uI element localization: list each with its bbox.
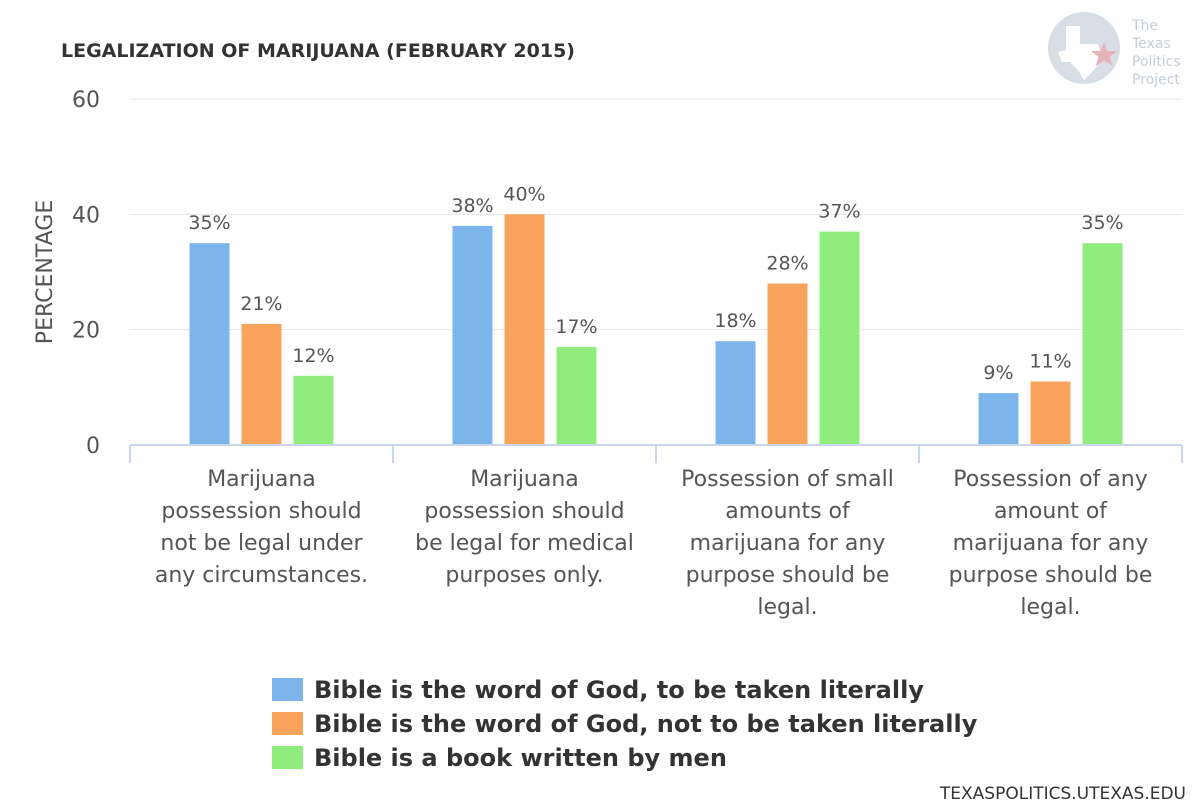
- data-label: 28%: [766, 253, 808, 275]
- legend-item-label: Bible is the word of God, not to be take…: [314, 710, 978, 738]
- y-axis-title: PERCENTAGE: [33, 200, 58, 344]
- texas-politics-project-logo: The Texas Politics Project: [1048, 12, 1181, 88]
- bars: 35% 21% 12% 38% 40% 17% 18% 28% 37% 9% 11% 35%: [188, 183, 1124, 445]
- star-icon: [1091, 42, 1117, 66]
- bar: [767, 283, 808, 445]
- legend-item-label: Bible is the word of God, to be taken li…: [314, 676, 924, 704]
- logo-line: Politics: [1132, 54, 1181, 70]
- logo-line: The: [1131, 18, 1158, 34]
- data-label: 12%: [292, 345, 334, 367]
- data-label: 21%: [240, 293, 282, 315]
- category-label: Possession of small amounts of marijuana f…: [681, 467, 894, 620]
- legend-item-label: Bible is a book written by men: [314, 744, 727, 772]
- bar: [293, 375, 334, 445]
- legend-swatch: [272, 712, 303, 735]
- bar: [241, 323, 282, 445]
- data-label: 38%: [451, 195, 493, 217]
- bar: [504, 214, 545, 445]
- bar: [556, 346, 597, 445]
- category-label: Marijuana possession should not be legal u…: [155, 467, 368, 588]
- data-label: 11%: [1029, 351, 1071, 373]
- logo-line: Project: [1132, 72, 1180, 88]
- y-tick-label: 40: [72, 203, 100, 228]
- bar: [452, 225, 493, 445]
- y-tick-label: 0: [86, 434, 100, 459]
- data-label: 37%: [818, 201, 860, 223]
- y-tick-label: 20: [72, 319, 100, 344]
- data-label: 35%: [1081, 212, 1123, 234]
- bar: [1030, 381, 1071, 445]
- category-label: Marijuana possession should be legal for m…: [415, 467, 634, 588]
- bar: [978, 393, 1019, 445]
- footer-source: TEXASPOLITICS.UTEXAS.EDU: [939, 784, 1186, 800]
- legend: Bible is the word of God, to be taken li…: [272, 676, 978, 772]
- y-axis-ticks: 0 20 40 60: [72, 88, 100, 459]
- bar: [1082, 243, 1123, 445]
- legend-swatch: [272, 746, 303, 769]
- data-label: 35%: [188, 212, 230, 234]
- legend-swatch: [272, 678, 303, 701]
- bar: [819, 231, 860, 445]
- bar: [715, 341, 756, 445]
- gridlines: [130, 98, 1182, 331]
- texas-shape-icon: [1058, 26, 1102, 80]
- category-labels: Marijuana possession should not be legal u…: [155, 467, 1153, 620]
- data-label: 9%: [983, 362, 1013, 384]
- bar: [189, 243, 230, 445]
- chart-title: LEGALIZATION OF MARIJUANA (FEBRUARY 2015…: [61, 40, 575, 62]
- data-label: 18%: [714, 310, 756, 332]
- y-tick-label: 60: [72, 88, 100, 113]
- data-label: 17%: [555, 316, 597, 338]
- logo-line: Texas: [1131, 36, 1171, 52]
- data-label: 40%: [503, 183, 545, 205]
- x-axis: [129, 444, 1183, 463]
- category-label: Possession of any amount of marijuana for …: [949, 467, 1153, 620]
